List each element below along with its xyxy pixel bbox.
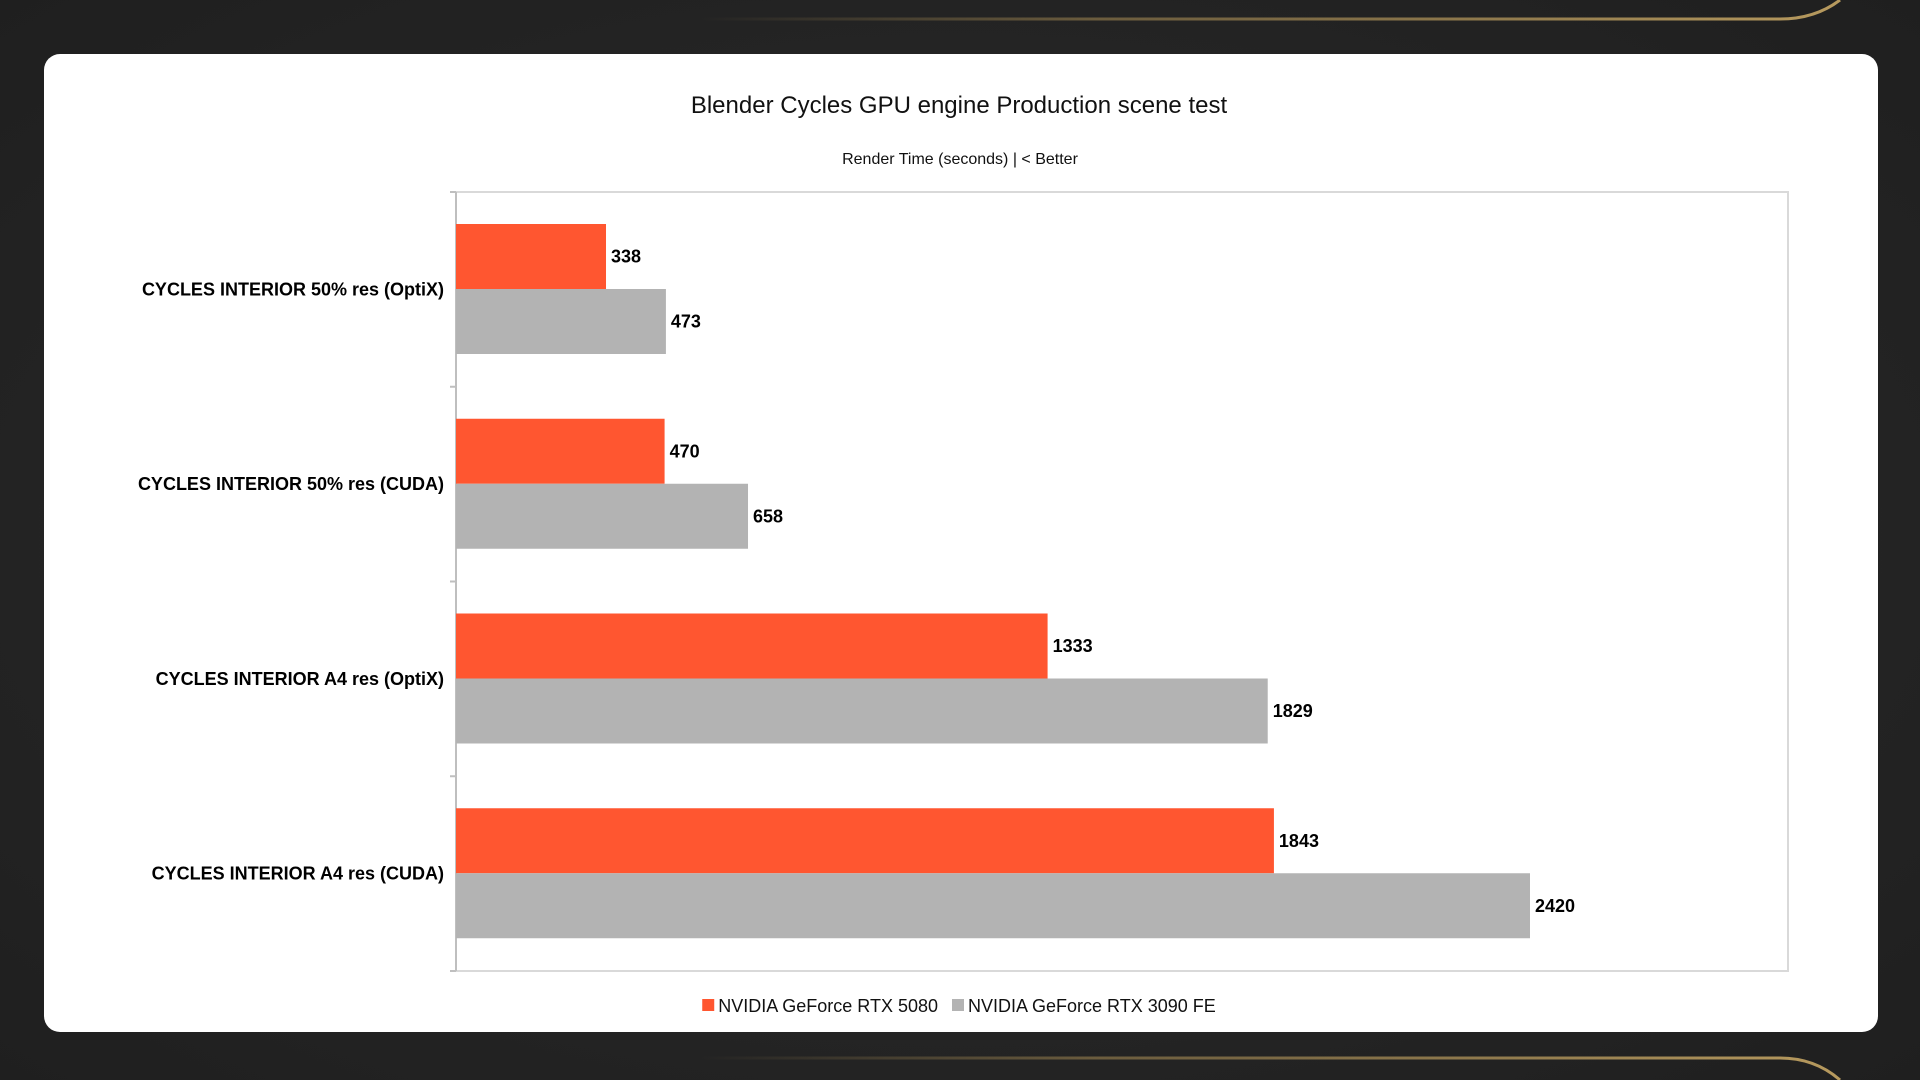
category-labels: CYCLES INTERIOR 50% res (OptiX) CYCLES IN… — [138, 279, 444, 883]
data-label: 1829 — [1273, 701, 1313, 721]
category-label: CYCLES INTERIOR A4 res (CUDA) — [152, 864, 444, 884]
data-label: 470 — [670, 441, 700, 461]
bar — [456, 678, 1268, 744]
bars — [456, 224, 1530, 939]
legend-swatch — [952, 999, 964, 1011]
data-label: 338 — [611, 247, 641, 267]
bar — [456, 224, 607, 289]
category-label: CYCLES INTERIOR 50% res (OptiX) — [142, 279, 444, 299]
bar — [456, 483, 749, 549]
bar — [456, 613, 1048, 679]
bar — [456, 289, 666, 354]
legend-item: NVIDIA GeForce RTX 3090 FE — [952, 996, 1216, 1016]
data-label: 1333 — [1053, 636, 1093, 656]
legend-label: NVIDIA GeForce RTX 3090 FE — [968, 996, 1216, 1016]
legend-swatch — [702, 999, 715, 1011]
data-label: 658 — [753, 506, 783, 526]
data-label: 473 — [671, 312, 701, 332]
bar — [456, 873, 1530, 939]
data-label: 1843 — [1279, 831, 1319, 851]
bar-chart: Blender Cycles GPU engine Production sce… — [138, 92, 1789, 1016]
data-labels: 338 473 470 658 1333 1829 1843 2420 — [611, 247, 1575, 916]
legend-label: NVIDIA GeForce RTX 5080 — [718, 996, 938, 1016]
chart-subtitle: Render Time (seconds) | < Better — [842, 151, 1078, 168]
bar — [456, 418, 665, 484]
chart-title: Blender Cycles GPU engine Production sce… — [691, 92, 1228, 119]
chart-card: Blender Cycles GPU engine Production sce… — [44, 54, 1878, 1032]
data-label: 2420 — [1535, 896, 1575, 916]
category-label: CYCLES INTERIOR 50% res (CUDA) — [138, 474, 444, 494]
legend: NVIDIA GeForce RTX 5080 NVIDIA GeForce RT… — [702, 996, 1216, 1016]
category-axis-ticks — [450, 191, 456, 972]
bar — [456, 808, 1274, 874]
category-label: CYCLES INTERIOR A4 res (OptiX) — [156, 669, 444, 689]
bottom-gold-line — [700, 1056, 1841, 1080]
top-gold-line — [700, 0, 1841, 21]
legend-item: NVIDIA GeForce RTX 5080 — [702, 996, 938, 1016]
